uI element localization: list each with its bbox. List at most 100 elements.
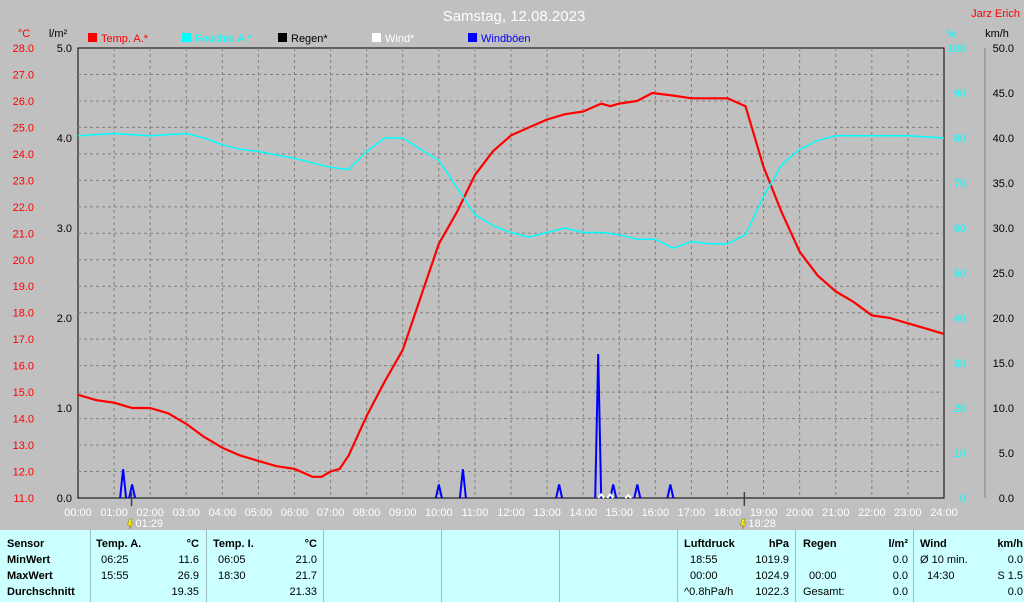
time-tick-label: 05:00 — [245, 507, 273, 519]
humidity-line — [77, 132, 945, 249]
temp-i-min-time: 06:05 — [218, 554, 246, 566]
wind-10min-value: 0.0 — [1007, 554, 1023, 566]
time-tick-label: 10:00 — [425, 507, 453, 519]
temp-i-unit: °C — [304, 538, 317, 550]
humidity-tick-label: 90 — [954, 88, 966, 100]
rain-unit-label: l/m² — [49, 28, 68, 40]
sunset-time: 18:28 — [748, 518, 776, 530]
wind-column: Wind km/h Ø 10 min. 0.0 14:30 S 1.5 0.0 — [913, 530, 1024, 602]
temp-tick-label: 25.0 — [13, 122, 34, 134]
gust-spike — [666, 484, 675, 499]
row-label-min: MinWert — [7, 554, 51, 566]
pressure-unit: hPa — [768, 538, 789, 550]
time-tick-label: 04:00 — [209, 507, 237, 519]
temp-tick-label: 16.0 — [13, 361, 34, 373]
pressure-max-time: 00:00 — [690, 570, 718, 582]
gust-spike — [458, 469, 467, 499]
wind-tick-label: 50.0 — [993, 43, 1014, 55]
temp-unit-label: °C — [18, 28, 30, 40]
gust-spike — [633, 484, 642, 499]
legend-swatch — [88, 33, 97, 42]
time-tick-label: 03:00 — [172, 507, 200, 519]
rain-tick-label: 5.0 — [57, 43, 72, 55]
temp-tick-label: 18.0 — [13, 308, 34, 320]
wind-tick-label: 30.0 — [993, 223, 1014, 235]
temp-tick-label: 28.0 — [13, 43, 34, 55]
time-tick-label: 00:00 — [64, 507, 92, 519]
temp-a-header: Temp. A. — [96, 538, 142, 550]
weather-chart: Samstag, 12.08.2023 Jarz Erich °C l/m² %… — [13, 8, 1020, 530]
rain-max-value: 0.0 — [892, 570, 908, 582]
time-tick-label: 18:00 — [714, 507, 742, 519]
temp-tick-label: 20.0 — [13, 255, 34, 267]
temp-tick-label: 21.0 — [13, 228, 34, 240]
time-tick-label: 12:00 — [497, 507, 525, 519]
chart-title: Samstag, 12.08.2023 — [443, 8, 586, 25]
rain-unit: l/m² — [888, 538, 908, 550]
temp-tick-label: 23.0 — [13, 175, 34, 187]
wind-max-time: 14:30 — [927, 570, 955, 582]
temp-tick-label: 27.0 — [13, 69, 34, 81]
temp-i-max-value: 21.7 — [295, 570, 317, 582]
rain-tick-label: 4.0 — [57, 133, 72, 145]
temp-tick-label: 24.0 — [13, 149, 34, 161]
time-tick-label: 14:00 — [569, 507, 597, 519]
empty-column-2 — [441, 530, 560, 602]
legend-swatch — [182, 33, 191, 42]
gust-spike — [434, 484, 443, 499]
pressure-column: Luftdruck hPa 18:55 1019.9 00:00 1024.9 … — [677, 530, 796, 602]
time-tick-label: 01:00 — [100, 507, 128, 519]
rain-header: Regen — [803, 538, 837, 550]
temp-tick-label: 12.0 — [13, 467, 34, 479]
wind-tick-label: 20.0 — [993, 313, 1014, 325]
time-tick-label: 16:00 — [642, 507, 670, 519]
humidity-tick-label: 60 — [954, 223, 966, 235]
time-tick-label: 23:00 — [894, 507, 922, 519]
temp-i-header: Temp. I. — [213, 538, 254, 550]
temp-a-min-time: 06:25 — [101, 554, 129, 566]
legend-label: Regen* — [291, 33, 328, 45]
time-tick-label: 09:00 — [389, 507, 417, 519]
temp-a-max-value: 26.9 — [177, 570, 199, 582]
sunrise-icon — [127, 518, 134, 530]
wind-unit: km/h — [997, 538, 1023, 550]
rain-total-label: Gesamt: — [803, 586, 845, 598]
humidity-tick-label: 40 — [954, 313, 966, 325]
wind-unit-label: km/h — [985, 28, 1009, 40]
time-tick-label: 22:00 — [858, 507, 886, 519]
wind-tick-label: 25.0 — [993, 268, 1014, 280]
rain-tick-label: 0.0 — [57, 493, 72, 505]
wind-tick-label: 45.0 — [993, 88, 1014, 100]
temperature-line — [77, 91, 945, 478]
legend-label: Temp. A.* — [101, 33, 149, 45]
time-tick-label: 07:00 — [317, 507, 345, 519]
legend-swatch — [468, 33, 477, 42]
temp-tick-label: 26.0 — [13, 96, 34, 108]
temp-a-min-value: 11.6 — [178, 554, 199, 566]
rain-total-value: 0.0 — [892, 586, 908, 598]
humidity-unit-label: % — [946, 28, 956, 40]
humidity-tick-label: 10 — [954, 448, 966, 460]
time-tick-label: 13:00 — [533, 507, 561, 519]
empty-column-3 — [559, 530, 678, 602]
humidity-tick-label: 0 — [960, 493, 966, 505]
row-label-max: MaxWert — [7, 570, 53, 582]
time-tick-label: 02:00 — [136, 507, 164, 519]
series-layer — [77, 91, 945, 499]
temp-i-column: Temp. I. °C 06:05 21.0 18:30 21.7 21.33 — [206, 530, 324, 602]
gust-spike — [594, 353, 603, 499]
time-tick-label: 15:00 — [605, 507, 633, 519]
time-tick-label: 06:00 — [281, 507, 309, 519]
sunset-icon — [739, 518, 747, 530]
wind-average: 0.0 — [1007, 586, 1023, 598]
temp-tick-label: 13.0 — [13, 440, 34, 452]
temp-tick-label: 14.0 — [13, 414, 34, 426]
time-tick-label: 11:00 — [462, 507, 489, 519]
gust-spike — [128, 484, 137, 499]
gust-spike — [555, 484, 564, 499]
rain-max-time: 00:00 — [809, 570, 837, 582]
pressure-trend-label: ^0.8hPa/h — [684, 586, 734, 598]
author-label: Jarz Erich — [971, 8, 1020, 20]
rain-tick-label: 2.0 — [57, 313, 72, 325]
empty-column-1 — [323, 530, 442, 602]
